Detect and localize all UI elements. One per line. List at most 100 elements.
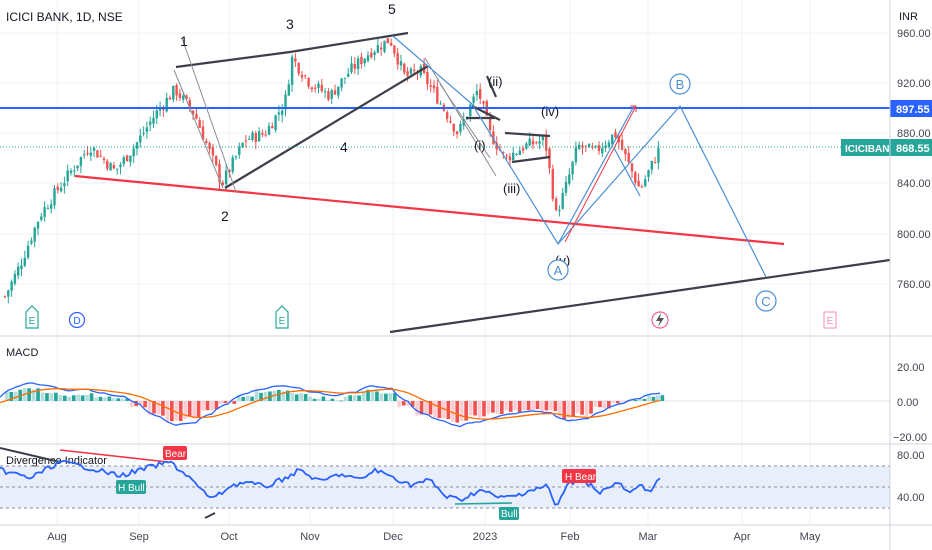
candle-body[interactable] <box>650 160 653 170</box>
candle-body[interactable] <box>337 86 340 96</box>
candle-body[interactable] <box>327 91 330 100</box>
candle-body[interactable] <box>409 68 413 74</box>
candle-body[interactable] <box>36 221 40 229</box>
candle-body[interactable] <box>106 160 109 169</box>
candle-body[interactable] <box>248 138 251 140</box>
candle-body[interactable] <box>119 164 122 168</box>
candle-body[interactable] <box>234 156 238 158</box>
wave-projection[interactable] <box>392 35 767 278</box>
candle-body[interactable] <box>182 95 185 100</box>
candle-body[interactable] <box>125 155 129 162</box>
candle-body[interactable] <box>373 52 376 55</box>
candle-body[interactable] <box>241 142 244 148</box>
candle-body[interactable] <box>515 153 518 155</box>
candle-body[interactable] <box>281 110 284 115</box>
candle-body[interactable] <box>452 124 455 132</box>
candle-body[interactable] <box>109 162 112 171</box>
candle-body[interactable] <box>502 152 505 154</box>
candle-body[interactable] <box>360 56 363 65</box>
candle-body[interactable] <box>310 87 314 90</box>
candle-body[interactable] <box>83 154 86 156</box>
candle-body[interactable] <box>386 38 389 44</box>
candle-body[interactable] <box>614 132 617 138</box>
earnings-marker-1[interactable]: E <box>25 305 39 329</box>
candle-body[interactable] <box>432 85 436 89</box>
candle-body[interactable] <box>152 117 155 124</box>
candle-body[interactable] <box>300 74 304 78</box>
wave-B-circle[interactable] <box>669 73 691 95</box>
trendline-wave-ii-edge[interactable] <box>485 75 498 98</box>
candle-body[interactable] <box>449 120 452 123</box>
candle-body[interactable] <box>96 150 99 158</box>
candle-body[interactable] <box>627 153 630 163</box>
long-trendline[interactable] <box>389 258 891 334</box>
candle-body[interactable] <box>168 97 172 100</box>
wave-A-circle[interactable] <box>547 259 569 281</box>
candle-body[interactable] <box>356 58 360 70</box>
candle-body[interactable] <box>129 155 132 163</box>
wave-projection-wedge[interactable] <box>613 147 641 197</box>
candle-body[interactable] <box>304 75 307 77</box>
candle-body[interactable] <box>558 210 561 212</box>
candle-body[interactable] <box>158 108 162 111</box>
macd-histogram[interactable] <box>5 388 665 423</box>
candle-body[interactable] <box>17 266 20 276</box>
candle-body[interactable] <box>512 152 515 161</box>
candle-body[interactable] <box>459 123 462 132</box>
candle-body[interactable] <box>630 163 634 172</box>
candle-body[interactable] <box>505 155 508 157</box>
candle-body[interactable] <box>201 126 205 140</box>
candle-body[interactable] <box>297 62 300 74</box>
candle-body[interactable] <box>149 121 152 125</box>
divergence-badges[interactable]: Bear H Bull H Bear Bull <box>116 446 597 520</box>
candle-body[interactable] <box>274 115 277 131</box>
macd-line[interactable] <box>0 382 661 428</box>
candle-body[interactable] <box>370 52 373 58</box>
candle-body[interactable] <box>99 155 102 157</box>
candle-body[interactable] <box>69 170 73 173</box>
candle-body[interactable] <box>518 150 521 156</box>
candle-body[interactable] <box>535 142 538 144</box>
trendline-wave-ii[interactable] <box>471 105 501 121</box>
candle-body[interactable] <box>521 148 525 151</box>
candle-body[interactable] <box>228 170 231 173</box>
candle-body[interactable] <box>267 126 271 135</box>
candle-body[interactable] <box>488 116 492 130</box>
candle-body[interactable] <box>20 265 23 270</box>
trendline-upper-1[interactable] <box>175 50 291 69</box>
candle-body[interactable] <box>26 245 30 258</box>
candle-body[interactable] <box>323 91 327 93</box>
candle-body[interactable] <box>23 257 26 266</box>
candle-body[interactable] <box>561 192 564 209</box>
candle-body[interactable] <box>479 89 482 99</box>
candle-body[interactable] <box>43 207 46 217</box>
divergence-axis[interactable]: 80.00 40.00 <box>897 450 925 504</box>
candle-body[interactable] <box>231 157 234 172</box>
event-markers[interactable]: E D E E <box>25 305 837 329</box>
candle-body[interactable] <box>383 40 386 52</box>
candle-body[interactable] <box>637 180 640 187</box>
bear-badge[interactable] <box>163 446 187 460</box>
candle-body[interactable] <box>591 146 594 148</box>
candle-body[interactable] <box>587 144 591 148</box>
candle-body[interactable] <box>244 140 248 142</box>
candle-body[interactable] <box>538 141 541 144</box>
candle-body[interactable] <box>350 63 353 73</box>
candle-body[interactable] <box>568 174 571 184</box>
candle-body[interactable] <box>571 161 574 175</box>
candle-body[interactable] <box>3 296 7 298</box>
candle-body[interactable] <box>644 179 647 187</box>
candle-body[interactable] <box>79 157 83 166</box>
candle-body[interactable] <box>406 71 409 76</box>
earnings-marker-future[interactable]: E <box>823 311 837 329</box>
channel-b-left[interactable] <box>424 57 497 177</box>
candle-body[interactable] <box>162 108 165 110</box>
candle-body[interactable] <box>132 148 135 157</box>
candle-body[interactable] <box>611 134 614 145</box>
price-pane[interactable] <box>0 0 890 336</box>
candle-body[interactable] <box>92 148 96 151</box>
candle-body[interactable] <box>330 90 333 99</box>
candle-body[interactable] <box>393 45 396 54</box>
abc-markers[interactable] <box>547 73 777 312</box>
candle-body[interactable] <box>50 204 53 209</box>
